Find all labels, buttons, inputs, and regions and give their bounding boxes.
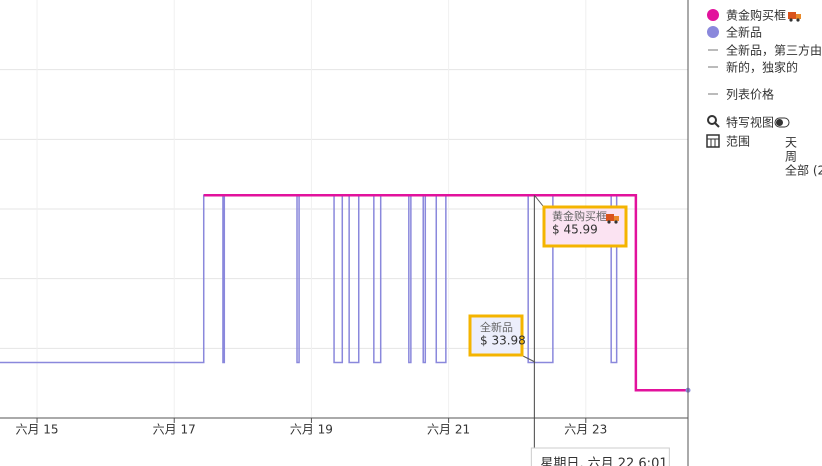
legend-label[interactable]: 全新品，第三方由 [726, 43, 822, 58]
tooltip-name: 黄金购买框 [552, 209, 607, 223]
truck-icon [606, 214, 619, 224]
zoom-icon [707, 115, 720, 128]
truck-icon [788, 12, 801, 22]
crosshair-box [530, 447, 670, 466]
zoom-label[interactable]: 特写视图 [726, 115, 774, 130]
tooltip: 全新品 $ 33.98 [468, 314, 536, 363]
x-tick-label: 六月 15 [15, 423, 58, 437]
legend-dot [707, 26, 719, 38]
legend-label[interactable]: 全新品 [726, 25, 762, 40]
x-tick-label: 六月 17 [153, 423, 196, 437]
tooltip-box [468, 314, 524, 357]
tooltip: 黄金购买框 $ 45.99 [534, 195, 628, 248]
series-line [0, 194, 636, 364]
x-tick-label: 六月 19 [290, 423, 333, 437]
legend-label[interactable]: 列表价格 [726, 87, 774, 102]
range-option[interactable]: 天 [785, 136, 797, 150]
range-label: 范围 [726, 135, 750, 149]
tooltip-value: $ 45.99 [552, 223, 598, 237]
range-option[interactable]: 周 [785, 150, 797, 164]
tooltip-box [542, 205, 628, 248]
calendar-icon [706, 134, 720, 148]
legend-label[interactable]: 黄金购买框 [726, 8, 786, 23]
range-option[interactable]: 全部 (2 [785, 163, 822, 178]
crosshair-label: 星期日, 六月 22 6:01 [540, 457, 667, 466]
legend-label[interactable]: 新的，独家的 [726, 60, 798, 75]
tooltip-pointer [534, 195, 544, 207]
x-tick-label: 六月 23 [564, 423, 607, 437]
legend: 黄金购买框 全新品 全新品，第三方由 新的，独家的 列表价格 特写视图 范围 天… [706, 8, 822, 178]
tooltip-pointer [522, 355, 536, 363]
series-line [203, 193, 688, 392]
tooltip-value: $ 33.98 [480, 334, 526, 348]
x-tick-label: 六月 21 [427, 423, 470, 437]
tooltip-name: 全新品 [480, 320, 513, 334]
toggle[interactable] [774, 117, 790, 128]
legend-dot [707, 9, 719, 21]
